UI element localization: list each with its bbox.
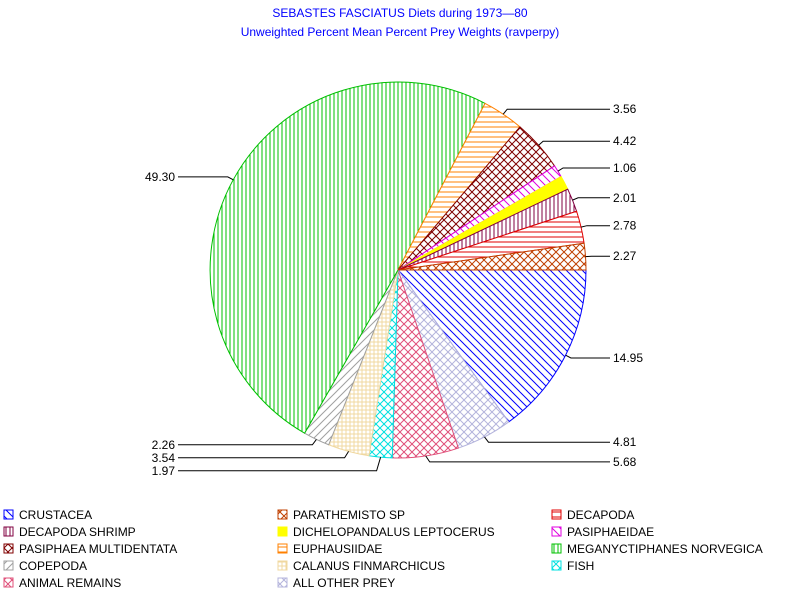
legend-label: PASIPHAEA MULTIDENTATA bbox=[19, 542, 177, 556]
legend-item-decapoda: DECAPODA bbox=[551, 508, 634, 522]
data-label-decapoda: 2.78 bbox=[613, 219, 637, 233]
legend-swatch bbox=[551, 560, 562, 571]
data-label-meganyctiphanes-norvegica: 49.30 bbox=[145, 170, 175, 184]
data-label-calanus-finmarchicus: 3.54 bbox=[152, 451, 176, 465]
slice-meganyctiphanes-norvegica bbox=[209, 81, 486, 434]
leader-all-other-prey bbox=[484, 436, 610, 443]
pie-slices bbox=[209, 81, 587, 459]
legend-item-dichelopandalus-leptocerus: DICHELOPANDALUS LEPTOCERUS bbox=[277, 525, 495, 539]
legend-swatch bbox=[3, 509, 14, 520]
leader-copepoda bbox=[178, 439, 317, 446]
legend-label: CALANUS FINMARCHICUS bbox=[293, 559, 445, 573]
legend-swatch bbox=[277, 543, 288, 554]
data-label-crustacea: 14.95 bbox=[613, 351, 643, 365]
leader-animal-remains bbox=[425, 455, 610, 463]
leader-decapoda bbox=[580, 225, 610, 228]
legend-label: COPEPODA bbox=[19, 559, 87, 573]
legend-item-calanus-finmarchicus: CALANUS FINMARCHICUS bbox=[277, 559, 445, 573]
legend-item-meganyctiphanes-norvegica: MEGANYCTIPHANES NORVEGICA bbox=[551, 542, 763, 556]
leader-pasiphaeidae bbox=[557, 167, 610, 172]
legend-swatch bbox=[277, 509, 288, 520]
legend-label: ANIMAL REMAINS bbox=[19, 576, 121, 590]
chart-title: SEBASTES FASCIATUS Diets during 1973—80 bbox=[272, 6, 528, 20]
legend-swatch bbox=[277, 577, 288, 588]
slice-crustacea bbox=[397, 269, 587, 423]
slice-labels: 14.95 4.81 5.68 1.973.542.26 49.30 3.56 4.42 1.… bbox=[145, 102, 643, 478]
legend-label: DECAPODA bbox=[567, 508, 634, 522]
legend-swatch bbox=[3, 577, 14, 588]
data-label-fish: 1.97 bbox=[152, 464, 176, 478]
leader-calanus-finmarchicus bbox=[178, 451, 350, 459]
leader-meganyctiphanes-norvegica bbox=[178, 176, 234, 181]
legend-swatch bbox=[3, 560, 14, 571]
legend-label: DECAPODA SHRIMP bbox=[19, 525, 136, 539]
legend-swatch bbox=[551, 509, 562, 520]
legend-item-pasiphaeidae: PASIPHAEIDAE bbox=[551, 525, 654, 539]
legend-swatch bbox=[277, 526, 288, 537]
legend-label: ALL OTHER PREY bbox=[293, 576, 395, 590]
chart-subtitle: Unweighted Percent Mean Percent Prey Wei… bbox=[241, 25, 560, 39]
data-label-parathemisto-sp: 2.27 bbox=[613, 249, 637, 263]
legend-label: CRUSTACEA bbox=[19, 508, 92, 522]
legend-swatch bbox=[3, 526, 14, 537]
leader-pasiphaea-multidentata bbox=[538, 140, 610, 146]
legend-label: PARATHEMISTO SP bbox=[293, 508, 405, 522]
legend-item-pasiphaea-multidentata: PASIPHAEA MULTIDENTATA bbox=[3, 542, 177, 556]
legend-label: EUPHAUSIIDAE bbox=[293, 542, 382, 556]
data-label-pasiphaeidae: 1.06 bbox=[613, 161, 637, 175]
data-label-animal-remains: 5.68 bbox=[613, 455, 637, 469]
data-label-copepoda: 2.26 bbox=[152, 438, 176, 452]
legend-label: PASIPHAEIDAE bbox=[567, 525, 654, 539]
legend-item-all-other-prey: ALL OTHER PREY bbox=[277, 576, 395, 590]
legend-item-crustacea: CRUSTACEA bbox=[3, 508, 92, 522]
legend-label: MEGANYCTIPHANES NORVEGICA bbox=[567, 542, 763, 556]
leader-fish bbox=[178, 457, 382, 472]
legend-item-parathemisto-sp: PARATHEMISTO SP bbox=[277, 508, 405, 522]
legend-swatch bbox=[551, 526, 562, 537]
legend-item-fish: FISH bbox=[551, 559, 594, 573]
legend-item-euphausiidae: EUPHAUSIIDAE bbox=[277, 542, 382, 556]
legend: CRUSTACEA PARATHEMISTO SP DECAPODA DECAPODA… bbox=[3, 508, 763, 590]
data-label-all-other-prey: 4.81 bbox=[613, 435, 637, 449]
data-label-euphausiidae: 3.56 bbox=[613, 102, 637, 116]
legend-item-copepoda: COPEPODA bbox=[3, 559, 87, 573]
leader-decapoda-shrimp bbox=[572, 197, 610, 201]
leader-euphausiidae bbox=[502, 108, 610, 115]
legend-swatch bbox=[277, 560, 288, 571]
legend-item-animal-remains: ANIMAL REMAINS bbox=[3, 576, 121, 590]
data-label-pasiphaea-multidentata: 4.42 bbox=[613, 134, 637, 148]
legend-swatch bbox=[3, 543, 14, 554]
legend-item-decapoda-shrimp: DECAPODA SHRIMP bbox=[3, 525, 136, 539]
leader-crustacea bbox=[565, 354, 610, 359]
legend-swatch bbox=[551, 543, 562, 554]
legend-label: DICHELOPANDALUS LEPTOCERUS bbox=[293, 525, 495, 539]
legend-label: FISH bbox=[567, 559, 594, 573]
data-label-decapoda-shrimp: 2.01 bbox=[613, 191, 637, 205]
slice-leader-lines bbox=[178, 108, 610, 472]
